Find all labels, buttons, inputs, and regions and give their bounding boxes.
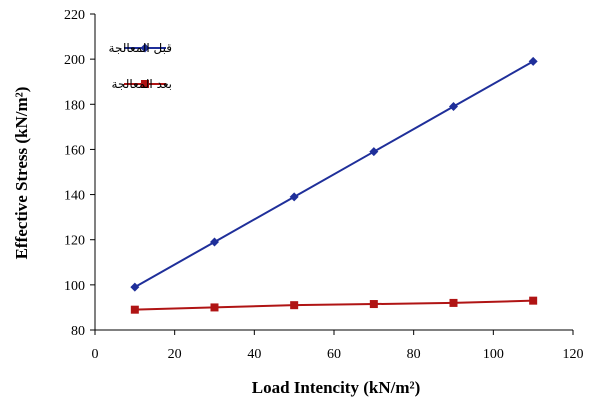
x-tick-label: 120 (563, 347, 584, 362)
legend-label: قبل المعالجة (109, 41, 172, 55)
data-point (369, 147, 379, 157)
data-point (130, 305, 139, 314)
series-line (134, 299, 534, 311)
x-tick-label: 80 (407, 347, 421, 362)
y-axis: 80 100 120 140 160 180 200 220 (64, 8, 96, 339)
legend-marker (141, 80, 149, 88)
x-axis-title: Load Intencity (kN/m²) (252, 378, 421, 397)
data-point (289, 192, 299, 202)
legend-item-2: بعد المعالجة (112, 77, 172, 91)
data-point (449, 298, 458, 307)
data-point (210, 237, 219, 247)
x-axis: 0 20 40 60 80 100 120 (92, 329, 584, 362)
y-tick-label: 140 (64, 189, 85, 204)
x-tick-label: 20 (168, 347, 182, 362)
y-tick-label: 80 (71, 324, 85, 339)
x-tick-label: 0 (92, 347, 99, 362)
series-line (134, 60, 534, 288)
x-tick-label: 60 (327, 347, 341, 362)
legend-marker (140, 43, 150, 53)
y-tick-label: 220 (64, 8, 85, 23)
series-1 (130, 56, 538, 292)
legend-label: بعد المعالجة (112, 77, 172, 91)
series-2 (130, 296, 538, 314)
x-tick-label: 40 (247, 347, 261, 362)
y-tick-label: 160 (64, 143, 85, 158)
x-tick-label: 100 (483, 347, 504, 362)
data-point (290, 301, 299, 310)
series-layer (130, 56, 538, 314)
data-point (130, 282, 140, 292)
data-point (449, 102, 458, 112)
data-point (210, 303, 219, 312)
y-tick-label: 120 (64, 234, 85, 249)
y-tick-label: 180 (64, 98, 85, 113)
y-tick-label: 200 (64, 53, 85, 68)
data-point (528, 56, 538, 66)
y-axis-title: Effective Stress (kN/m²) (12, 87, 31, 260)
data-point (529, 296, 538, 305)
legend-item-1: قبل المعالجة (109, 41, 172, 55)
legend: قبل المعالجة بعد المعالجة (109, 41, 172, 91)
data-point (369, 300, 378, 309)
y-tick-label: 100 (64, 279, 85, 294)
